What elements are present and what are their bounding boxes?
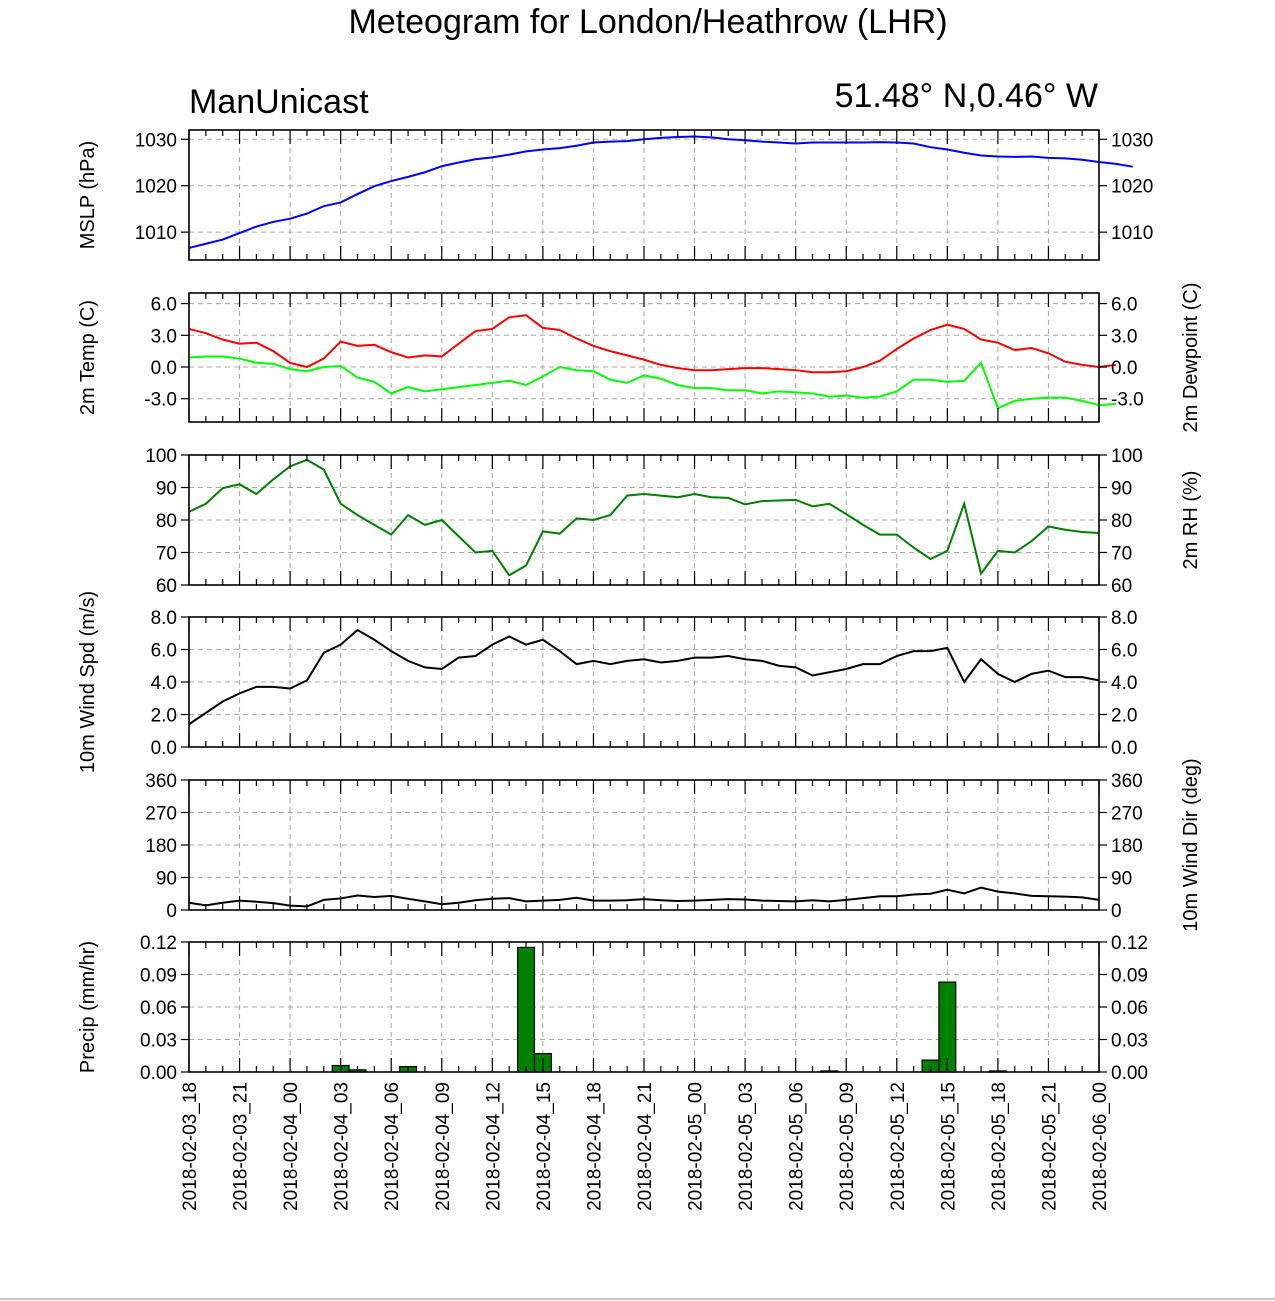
mslp-panel: 1010 1010 1020 1020 1030 1030 MSLP (hPa) <box>77 129 1153 261</box>
time-tick-label: 2018-02-04_06 <box>382 1082 403 1211</box>
y-tick-label-right: 1020 <box>1111 177 1153 198</box>
y-tick-label: 0.09 <box>140 966 177 987</box>
series-line <box>188 458 1100 577</box>
y-tick-label: 0.03 <box>140 1031 177 1052</box>
y-tick-label: 70 <box>156 544 177 565</box>
y-tick-label-right: 100 <box>1111 446 1143 467</box>
precip-bar <box>517 946 536 1073</box>
y-tick-label-right: 0.12 <box>1111 933 1148 954</box>
y-tick-label: 180 <box>145 836 177 857</box>
y-tick-label: 0.0 <box>151 358 177 379</box>
y-tick-label-right: 6.0 <box>1111 641 1137 662</box>
y-tick-label-right: 0.03 <box>1111 1031 1148 1052</box>
time-tick-label: 2018-02-04_15 <box>534 1082 555 1211</box>
model-label: ManUnicast <box>189 83 369 121</box>
y-tick-label-right: 70 <box>1111 544 1132 565</box>
y-tick-label-right: 0.0 <box>1111 738 1137 759</box>
y-tick-label-right: 60 <box>1111 576 1132 597</box>
y-tick-label-right: 8.0 <box>1111 608 1137 629</box>
y-tick-label: 90 <box>156 869 177 890</box>
y-tick-label: 0.12 <box>140 933 177 954</box>
time-tick-label: 2018-02-03_18 <box>180 1082 201 1211</box>
y-tick-label-right: 0.00 <box>1111 1063 1148 1084</box>
y-tick-label: 4.0 <box>151 673 177 694</box>
y-tick-label: 0.0 <box>151 738 177 759</box>
y-tick-label-right: 3.0 <box>1111 326 1137 347</box>
y-tick-label-right: 90 <box>1111 869 1132 890</box>
time-tick-label: 2018-02-04_18 <box>584 1082 605 1211</box>
series-line <box>188 135 1133 249</box>
series-line <box>188 355 1116 410</box>
y-tick-label: 1010 <box>135 223 177 244</box>
y-tick-label: 1020 <box>135 177 177 198</box>
series-line <box>188 628 1100 726</box>
wind-direction-panel: 0 0 90 90 180 180 270 270 360 360 10m Wind Dir (de… <box>145 758 1202 931</box>
y-tick-label: 90 <box>156 479 177 500</box>
time-tick-label: 2018-02-05_06 <box>787 1082 808 1211</box>
y-axis-label-right: 10m Wind Dir (deg) <box>1180 758 1202 931</box>
y-tick-label-right: 1010 <box>1111 223 1153 244</box>
y-tick-label-right: 4.0 <box>1111 673 1137 694</box>
y-tick-label-right: 0.0 <box>1111 358 1137 379</box>
y-axis-label: 10m Wind Spd (m/s) <box>77 591 99 773</box>
time-tick-label: 2018-02-06_00 <box>1090 1082 1111 1211</box>
y-tick-label-right: 6.0 <box>1111 295 1137 316</box>
y-axis-label-right: 2m RH (%) <box>1180 471 1202 570</box>
y-tick-label: 0 <box>166 901 177 922</box>
time-tick-label: 2018-02-04_03 <box>332 1082 353 1211</box>
y-tick-label: -3.0 <box>144 390 177 411</box>
time-tick-label: 2018-02-03_21 <box>231 1082 252 1211</box>
time-tick-label: 2018-02-04_00 <box>281 1082 302 1211</box>
rh-panel: 60 60 70 70 80 80 90 90 100 100 2m RH (%) <box>145 446 1202 597</box>
y-tick-label-right: 2.0 <box>1111 706 1137 727</box>
series-line <box>188 314 1116 374</box>
y-axis-label: Precip (mm/hr) <box>77 941 99 1073</box>
y-tick-label: 60 <box>156 576 177 597</box>
y-tick-label-right: 1030 <box>1111 130 1153 151</box>
chart-title: Meteogram for London/Heathrow (LHR) <box>348 3 947 41</box>
y-axis-label: MSLP (hPa) <box>77 141 99 250</box>
time-tick-label: 2018-02-04_09 <box>433 1082 454 1211</box>
y-tick-label-right: 360 <box>1111 771 1143 792</box>
time-tick-label: 2018-02-04_12 <box>483 1082 504 1211</box>
y-tick-label: 270 <box>145 804 177 825</box>
y-tick-label: 0.06 <box>140 998 177 1019</box>
temp-dewpoint-panel: -3.0 -3.0 0.0 0.0 3.0 3.0 6.0 6.0 2m Temp (C) 2m … <box>77 282 1202 432</box>
y-tick-label-right: -3.0 <box>1111 390 1144 411</box>
y-axis-label-right: 2m Dewpoint (C) <box>1180 282 1202 432</box>
y-tick-label: 1030 <box>135 130 177 151</box>
time-tick-label: 2018-02-04_21 <box>635 1082 656 1211</box>
y-tick-label-right: 0.09 <box>1111 966 1148 987</box>
wind-speed-panel: 0.0 0.0 2.0 2.0 4.0 4.0 6.0 6.0 8.0 8.0 10m Wind S… <box>77 591 1137 773</box>
time-tick-label: 2018-02-05_18 <box>989 1082 1010 1211</box>
y-tick-label-right: 80 <box>1111 511 1132 532</box>
time-tick-label: 2018-02-05_12 <box>888 1082 909 1211</box>
time-tick-label: 2018-02-05_21 <box>1039 1082 1060 1211</box>
time-axis-labels: 2018-02-03_18 2018-02-03_21 2018-02-04_00 2… <box>180 1082 1111 1211</box>
y-tick-label-right: 270 <box>1111 804 1143 825</box>
y-tick-label-right: 0.06 <box>1111 998 1148 1019</box>
y-tick-label: 3.0 <box>151 326 177 347</box>
location-label: 51.48° N,0.46° W <box>835 77 1098 115</box>
time-tick-label: 2018-02-05_03 <box>736 1082 757 1211</box>
time-tick-label: 2018-02-05_09 <box>837 1082 858 1211</box>
y-tick-label: 360 <box>145 771 177 792</box>
y-tick-label: 0.00 <box>140 1063 177 1084</box>
y-tick-label: 80 <box>156 511 177 532</box>
precip-panel: 0.00 0.00 0.03 0.03 0.06 0.06 0.09 0.09 0.12 0.12… <box>77 933 1148 1084</box>
time-tick-label: 2018-02-05_00 <box>686 1082 707 1211</box>
y-tick-label: 6.0 <box>151 641 177 662</box>
y-tick-label: 100 <box>145 446 177 467</box>
y-tick-label-right: 90 <box>1111 479 1132 500</box>
y-tick-label: 8.0 <box>151 608 177 629</box>
y-tick-label-right: 0 <box>1111 901 1122 922</box>
y-tick-label-right: 180 <box>1111 836 1143 857</box>
time-tick-label: 2018-02-05_15 <box>938 1082 959 1211</box>
y-axis-label: 2m Temp (C) <box>77 300 99 415</box>
y-tick-label: 6.0 <box>151 295 177 316</box>
y-tick-label: 2.0 <box>151 706 177 727</box>
